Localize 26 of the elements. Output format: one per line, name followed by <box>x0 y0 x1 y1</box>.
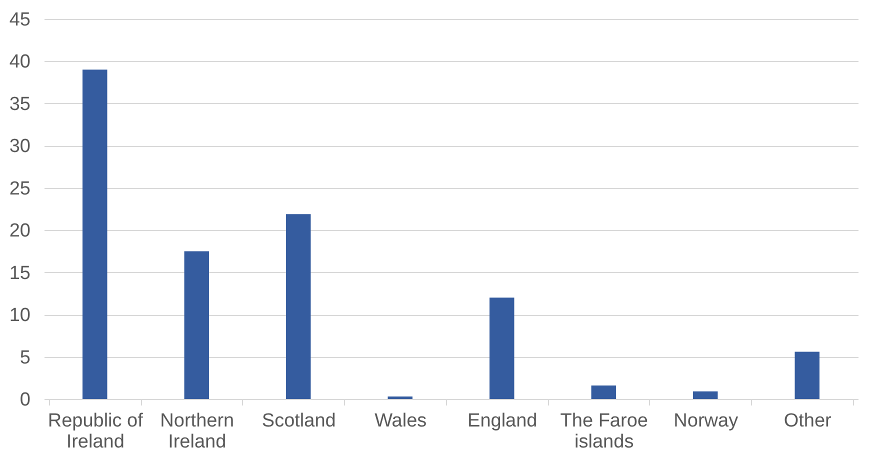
x-tick-label: England <box>468 410 538 432</box>
y-tick-label: 40 <box>9 52 30 73</box>
y-tick-label: 10 <box>9 305 30 326</box>
x-tick-label: The Faroe islands <box>560 410 648 452</box>
y-tick-label: 20 <box>9 220 30 242</box>
bar <box>490 298 514 399</box>
y-tick-label: 45 <box>9 10 30 30</box>
x-tick-label: Scotland <box>262 410 336 432</box>
x-tick-label: Other <box>784 410 832 432</box>
bar <box>794 352 820 399</box>
x-tick-label: Northern Ireland <box>160 410 234 452</box>
bar <box>82 70 108 399</box>
bar <box>693 391 718 399</box>
x-tick-label: Wales <box>374 410 427 432</box>
y-tick-label: 30 <box>9 136 30 158</box>
y-tick-label: 35 <box>9 94 30 115</box>
x-tick-label: Republic of Ireland <box>48 410 144 452</box>
bar <box>388 396 412 399</box>
bar <box>184 251 209 399</box>
y-tick-label: 0 <box>20 390 30 410</box>
bar <box>591 385 616 399</box>
y-tick-label: 25 <box>9 178 30 200</box>
y-tick-label: 15 <box>9 262 30 284</box>
x-tick-label: Norway <box>674 410 739 432</box>
y-tick-label: 5 <box>20 347 30 368</box>
bar <box>286 214 311 399</box>
